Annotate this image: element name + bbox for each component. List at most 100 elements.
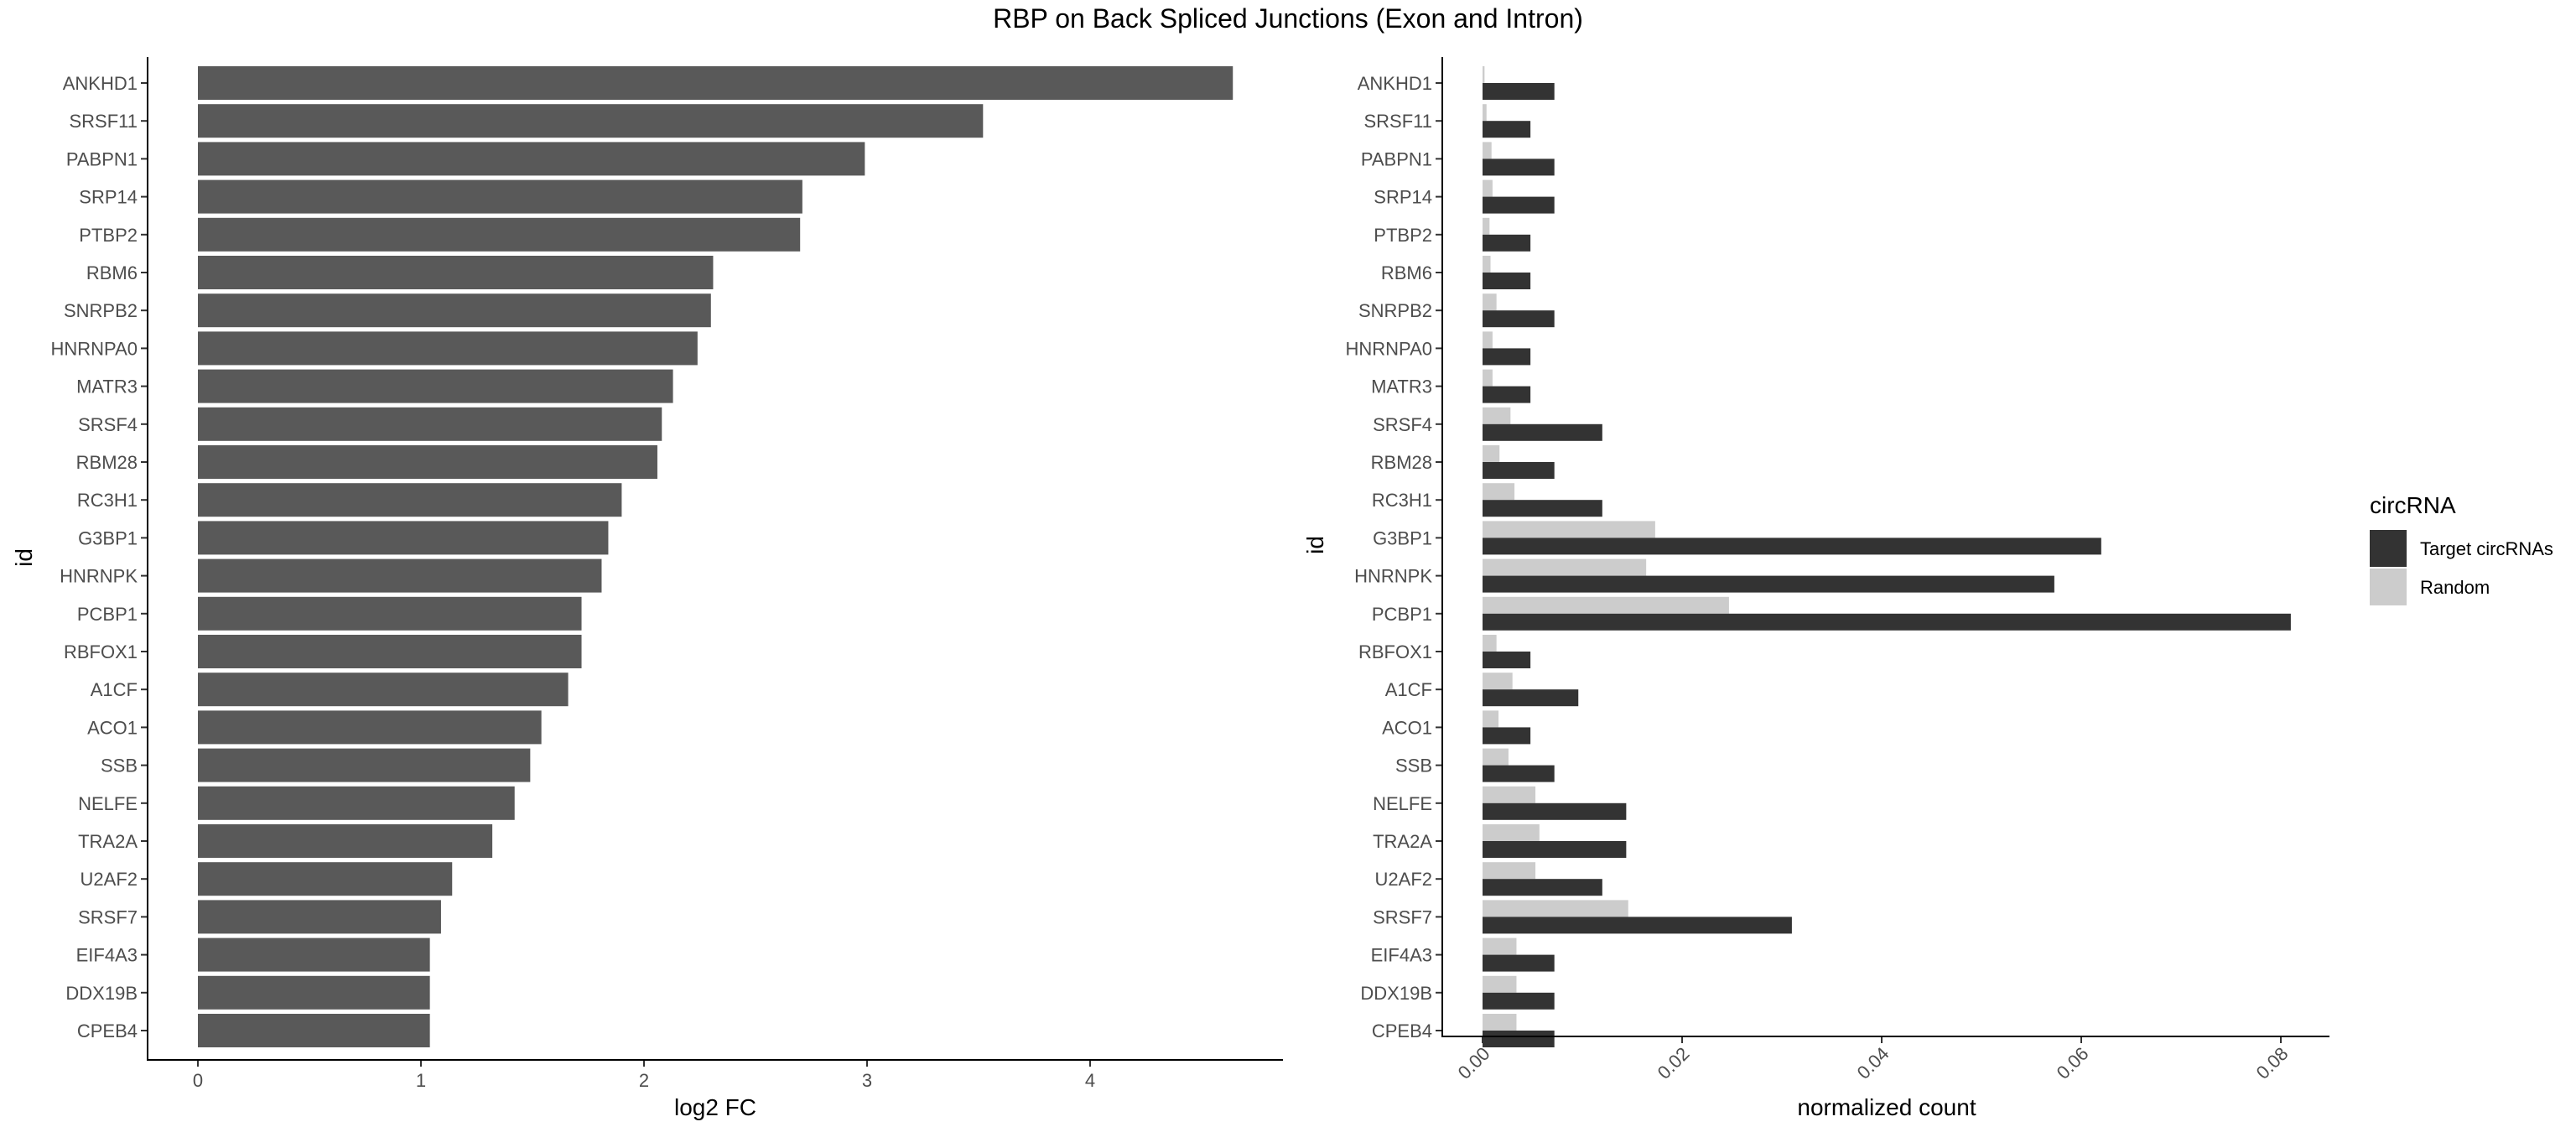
left-bar-ddx19b xyxy=(198,975,430,1010)
right-bar-target-matr3 xyxy=(1483,386,1531,403)
right-bar-target-snrpb2 xyxy=(1483,310,1555,328)
right-bar-target-eif4a3 xyxy=(1483,954,1555,972)
right-bar-random-ssb xyxy=(1483,748,1509,766)
right-bar-random-g3bp1 xyxy=(1483,521,1655,538)
right-bar-target-srsf11 xyxy=(1483,121,1531,138)
left-bar-ankhd1 xyxy=(198,66,1233,100)
right-bar-random-rbm28 xyxy=(1483,445,1500,462)
left-y-tick-label-ddx19b: DDX19B xyxy=(65,983,138,1004)
left-bar-tra2a xyxy=(198,824,493,858)
left-bar-ssb xyxy=(198,748,531,782)
left-y-tick-label-g3bp1: G3BP1 xyxy=(78,527,138,548)
right-y-tick-label-pcbp1: PCBP1 xyxy=(1372,604,1432,625)
left-x-tick-label: 0 xyxy=(193,1070,203,1091)
right-bar-target-rbm28 xyxy=(1483,462,1555,479)
left-y-tick-labels: ANKHD1 SRSF11 PABPN1 SRP14 PTBP2 RBM6 SNRPB2 HN… xyxy=(50,73,148,1041)
right-bar-random-eif4a3 xyxy=(1483,937,1517,955)
right-y-tick-label-srsf11: SRSF11 xyxy=(1363,111,1432,132)
left-bar-matr3 xyxy=(198,369,673,403)
right-bar-random-hnrnpa0 xyxy=(1483,331,1493,349)
left-y-tick-label-cpeb4: CPEB4 xyxy=(77,1021,138,1041)
right-bar-random-rbfox1 xyxy=(1483,635,1497,652)
left-bar-eif4a3 xyxy=(198,937,430,972)
right-bar-random-aco1 xyxy=(1483,710,1499,728)
right-bar-chart: ANKHD1 SRSF11 PABPN1 SRP14 PTBP2 RBM6 SNRPB2 HN… xyxy=(1302,57,2329,1120)
left-y-tick-label-matr3: MATR3 xyxy=(76,377,138,397)
right-y-tick-label-ddx19b: DDX19B xyxy=(1360,983,1432,1004)
left-y-tick-label-snrpb2: SNRPB2 xyxy=(64,300,138,321)
left-bar-rbfox1 xyxy=(198,635,582,668)
right-bar-target-aco1 xyxy=(1483,727,1531,745)
left-y-tick-label-hnrnpa0: HNRNPA0 xyxy=(50,338,138,359)
left-y-tick-label-tra2a: TRA2A xyxy=(78,831,138,852)
right-bar-random-srsf11 xyxy=(1483,104,1487,122)
right-bar-random-a1cf xyxy=(1483,673,1513,690)
left-bar-rc3h1 xyxy=(198,483,622,517)
right-x-tick-label: 0.04 xyxy=(1853,1043,1893,1083)
right-y-tick-label-a1cf: A1CF xyxy=(1385,679,1432,700)
right-y-tick-label-matr3: MATR3 xyxy=(1371,377,1432,397)
left-bar-srsf11 xyxy=(198,104,984,138)
right-bar-random-ptbp2 xyxy=(1483,217,1490,235)
left-y-tick-label-nelfe: NELFE xyxy=(78,793,138,814)
right-bar-target-u2af2 xyxy=(1483,879,1602,896)
right-y-tick-label-hnrnpk: HNRNPK xyxy=(1354,566,1432,587)
legend-label-random: Random xyxy=(2420,577,2490,598)
figure-title: RBP on Back Spliced Junctions (Exon and … xyxy=(993,3,1583,34)
right-y-tick-label-snrpb2: SNRPB2 xyxy=(1358,300,1432,321)
right-bar-target-ptbp2 xyxy=(1483,234,1531,252)
left-bar-hnrnpk xyxy=(198,558,602,593)
legend-swatch-random xyxy=(2370,569,2407,605)
right-bar-random-ankhd1 xyxy=(1483,66,1485,83)
left-y-tick-label-eif4a3: EIF4A3 xyxy=(76,945,138,966)
right-y-tick-label-srsf7: SRSF7 xyxy=(1373,906,1432,927)
right-y-tick-labels: ANKHD1 SRSF11 PABPN1 SRP14 PTBP2 RBM6 SNRPB2 HN… xyxy=(1345,73,1442,1041)
right-bar-target-pabpn1 xyxy=(1483,158,1555,176)
left-bar-nelfe xyxy=(198,786,515,820)
left-y-tick-label-srp14: SRP14 xyxy=(79,187,138,208)
right-x-axis-label: normalized count xyxy=(1797,1094,1976,1120)
left-y-axis-label: id xyxy=(11,548,37,567)
left-bar-ptbp2 xyxy=(198,217,801,252)
left-y-tick-label-hnrnpk: HNRNPK xyxy=(60,566,138,587)
legend-label-target: Target circRNAs xyxy=(2420,538,2553,559)
right-y-tick-label-pabpn1: PABPN1 xyxy=(1361,148,1432,169)
left-bars xyxy=(198,66,1233,1047)
right-bar-target-rc3h1 xyxy=(1483,500,1602,517)
left-y-tick-label-a1cf: A1CF xyxy=(91,679,138,700)
right-y-tick-label-tra2a: TRA2A xyxy=(1373,831,1432,852)
right-bar-random-matr3 xyxy=(1483,369,1493,387)
left-y-tick-label-srsf11: SRSF11 xyxy=(69,111,138,132)
left-bar-rbm28 xyxy=(198,445,657,479)
right-bar-target-ankhd1 xyxy=(1483,83,1555,100)
left-bar-cpeb4 xyxy=(198,1014,430,1047)
right-bar-random-rc3h1 xyxy=(1483,483,1515,501)
left-bar-aco1 xyxy=(198,710,542,745)
right-y-tick-label-srsf4: SRSF4 xyxy=(1373,414,1432,435)
right-bar-target-hnrnpk xyxy=(1483,575,2054,593)
right-bar-target-pcbp1 xyxy=(1483,613,2291,631)
right-y-tick-label-hnrnpa0: HNRNPA0 xyxy=(1345,338,1432,359)
legend: circRNA Target circRNAs Random xyxy=(2370,492,2553,605)
right-y-tick-label-ssb: SSB xyxy=(1395,756,1432,776)
right-y-tick-label-g3bp1: G3BP1 xyxy=(1373,527,1432,548)
right-y-tick-label-cpeb4: CPEB4 xyxy=(1372,1021,1432,1041)
left-y-tick-label-aco1: ACO1 xyxy=(87,717,138,738)
left-x-tick-label: 2 xyxy=(639,1070,649,1091)
left-x-tick-labels: 0 1 2 3 4 xyxy=(193,1060,1095,1091)
right-y-tick-label-rbm6: RBM6 xyxy=(1381,262,1432,283)
right-x-tick-label: 0.02 xyxy=(1654,1043,1694,1083)
left-bar-srp14 xyxy=(198,179,802,214)
left-x-axis-label: log2 FC xyxy=(674,1094,756,1120)
right-bar-random-ddx19b xyxy=(1483,975,1517,993)
left-bar-pcbp1 xyxy=(198,596,582,631)
right-y-tick-label-rbm28: RBM28 xyxy=(1371,452,1432,473)
right-bar-target-rbm6 xyxy=(1483,273,1531,289)
left-y-tick-label-ssb: SSB xyxy=(101,756,138,776)
right-y-tick-label-ptbp2: PTBP2 xyxy=(1374,225,1432,246)
right-bar-target-g3bp1 xyxy=(1483,538,2101,555)
left-bar-rbm6 xyxy=(198,256,714,289)
left-y-tick-label-rbm28: RBM28 xyxy=(76,452,138,473)
